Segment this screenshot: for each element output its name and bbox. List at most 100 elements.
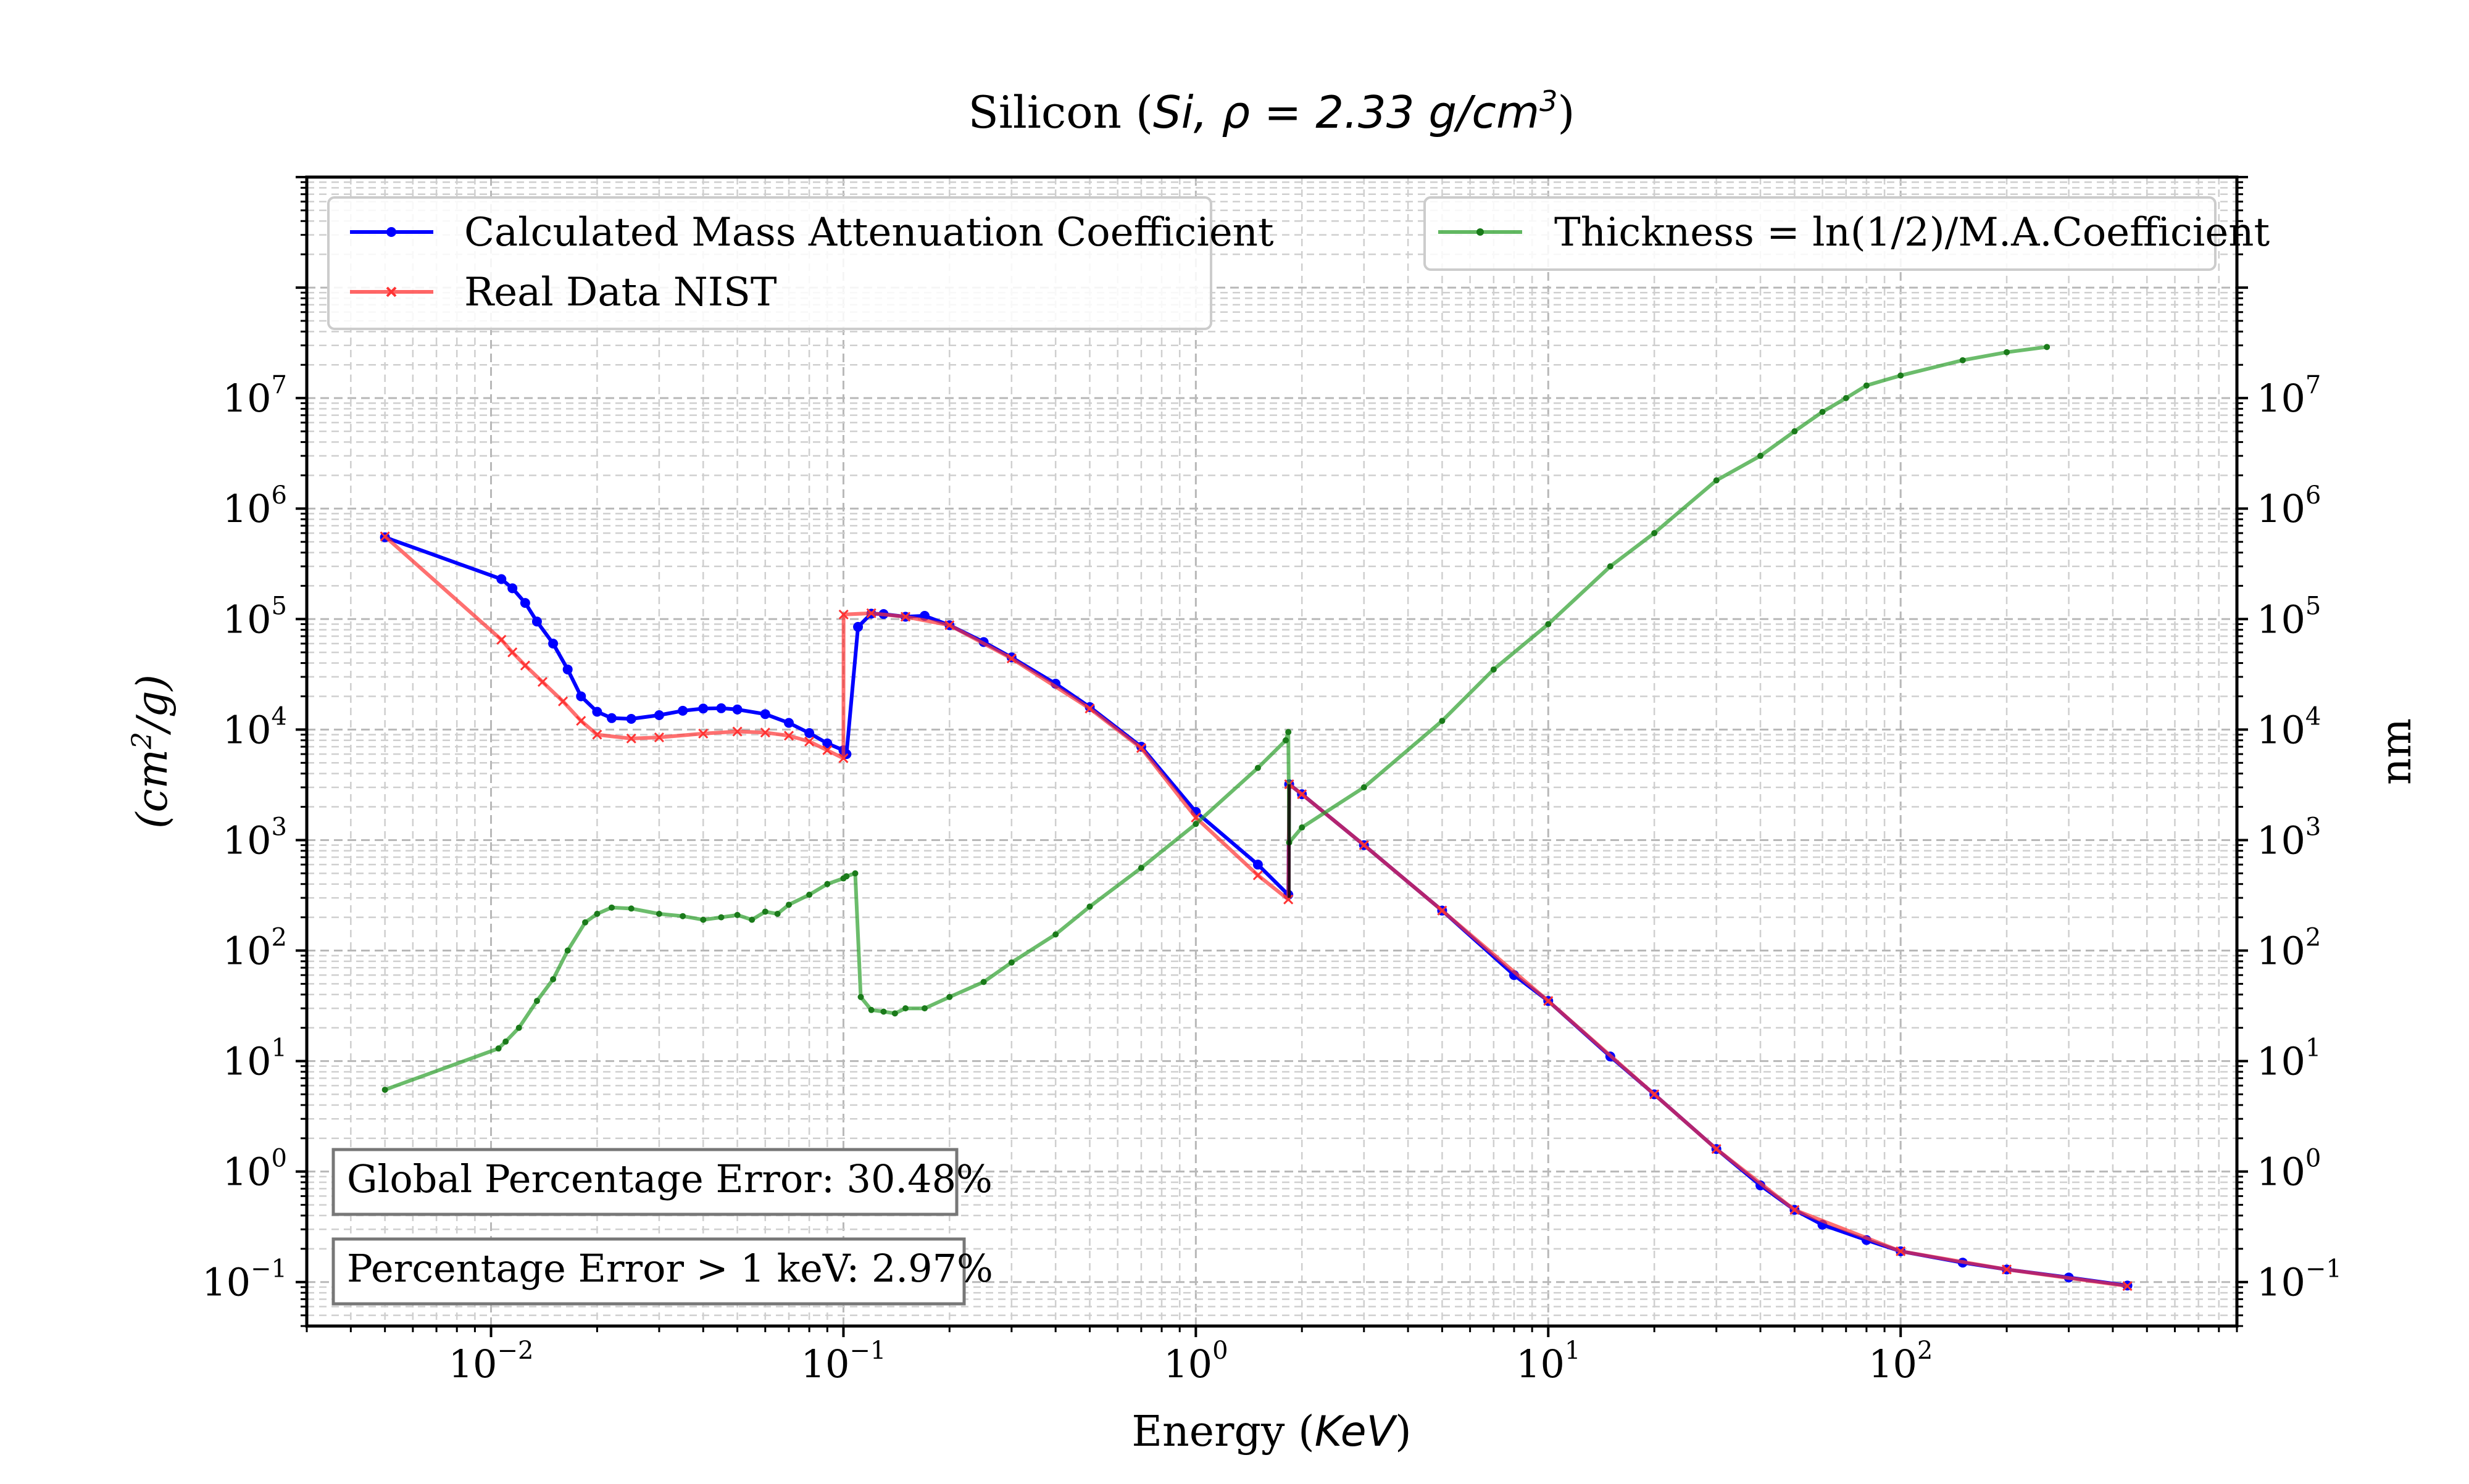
legend-calculated-marker bbox=[386, 227, 396, 237]
thickness-point bbox=[609, 904, 615, 911]
nist-point bbox=[1543, 996, 1554, 1006]
x-tick-label: 100 bbox=[1164, 1337, 1228, 1387]
thickness-point bbox=[922, 1005, 928, 1012]
thickness-point bbox=[902, 1005, 909, 1012]
thickness-point bbox=[1138, 864, 1144, 871]
calculated-point bbox=[576, 691, 586, 702]
nist-point bbox=[822, 745, 833, 755]
thickness-point bbox=[1193, 821, 1199, 827]
calculated-point bbox=[626, 714, 636, 724]
nist-point bbox=[1649, 1089, 1660, 1100]
legend-left-box bbox=[327, 196, 1212, 330]
x-tick-label: 102 bbox=[1868, 1337, 1933, 1387]
thickness-point bbox=[533, 998, 540, 1005]
annotation-high-energy-error-box bbox=[331, 1237, 966, 1306]
y-tick-label-left: 10−1 bbox=[202, 1255, 287, 1305]
calculated-point bbox=[732, 704, 743, 715]
thickness-point bbox=[1791, 428, 1798, 435]
legend-right: Thickness = ln(1/2)/M.A.Coefficient bbox=[1423, 196, 2270, 271]
y-axis-label-right: nm bbox=[2372, 718, 2421, 785]
nist-point bbox=[626, 733, 636, 744]
calculated-point bbox=[548, 639, 559, 649]
y-tick-label-right: 100 bbox=[2257, 1145, 2321, 1195]
calculated-point bbox=[654, 710, 664, 721]
nist-point bbox=[380, 531, 390, 542]
nist-point bbox=[2122, 1281, 2133, 1291]
nist-point bbox=[866, 608, 876, 618]
nist-point bbox=[2002, 1264, 2012, 1275]
nist-point bbox=[838, 609, 849, 620]
legend-thickness-marker bbox=[1476, 228, 1484, 236]
calculated-point bbox=[698, 703, 709, 714]
thickness-point bbox=[824, 881, 831, 887]
thickness-point bbox=[1086, 903, 1093, 910]
thickness-point bbox=[868, 1006, 875, 1013]
chart-title: Silicon (Si, ρ = 2.33 g/cm3) bbox=[968, 85, 1575, 138]
thickness-point bbox=[806, 892, 813, 898]
thickness-point bbox=[1545, 621, 1552, 628]
thickness-point bbox=[1757, 452, 1764, 459]
nist-point bbox=[557, 696, 568, 707]
thickness-point bbox=[628, 905, 635, 912]
nist-point bbox=[496, 634, 507, 645]
thickness-point bbox=[1283, 737, 1289, 744]
thickness-point bbox=[857, 993, 864, 1000]
x-tick-label: 10−2 bbox=[449, 1337, 534, 1387]
thickness-point bbox=[1299, 824, 1305, 831]
nist-point bbox=[698, 728, 709, 739]
thickness-point bbox=[1863, 382, 1870, 389]
thickness-point bbox=[843, 873, 850, 880]
nist-point bbox=[783, 731, 794, 741]
thickness-point bbox=[718, 914, 725, 921]
calculated-point bbox=[507, 583, 518, 594]
y-tick-label-right: 104 bbox=[2257, 702, 2321, 752]
nist-point bbox=[1297, 789, 1307, 800]
calculated-point bbox=[496, 574, 507, 584]
y-tick-label-left: 104 bbox=[223, 702, 287, 752]
thickness-point bbox=[564, 947, 571, 954]
legend-calculated-label: Calculated Mass Attenuation Coefficient bbox=[464, 210, 1274, 255]
thickness-point bbox=[1254, 765, 1261, 771]
thickness-point bbox=[786, 902, 793, 908]
x-tick-label: 10−1 bbox=[801, 1337, 886, 1387]
y-tick-label-left: 106 bbox=[223, 481, 287, 531]
y-tick-label-left: 105 bbox=[223, 592, 287, 642]
thickness-point bbox=[852, 870, 859, 877]
nist-point bbox=[592, 729, 602, 740]
thickness-point bbox=[680, 913, 686, 919]
annotation-high-energy-error-text: Percentage Error > 1 keV: 2.97% bbox=[347, 1246, 993, 1291]
thickness-point bbox=[700, 916, 707, 923]
nist-point bbox=[900, 611, 911, 622]
calculated-point bbox=[822, 738, 833, 748]
thickness-point bbox=[656, 910, 662, 917]
calculated-point bbox=[562, 664, 573, 674]
annotation-high-energy-error: Percentage Error > 1 keV: 2.97% bbox=[331, 1237, 993, 1306]
thickness-point bbox=[1607, 563, 1613, 570]
thickness-point bbox=[2004, 349, 2010, 355]
y-tick-label-left: 100 bbox=[223, 1145, 287, 1195]
x-tick-label: 101 bbox=[1516, 1337, 1580, 1387]
annotation-global-error-text: Global Percentage Error: 30.48% bbox=[347, 1156, 993, 1201]
plot-frame bbox=[305, 175, 2239, 1328]
thickness-point bbox=[1008, 959, 1015, 966]
thickness-point bbox=[1651, 529, 1658, 536]
annotation-global-error-box bbox=[331, 1148, 959, 1216]
thickness-point bbox=[1285, 729, 1292, 736]
calculated-point bbox=[531, 616, 542, 627]
calculated-point bbox=[716, 703, 727, 713]
nist-point bbox=[1711, 1144, 1722, 1154]
nist-point bbox=[576, 716, 586, 726]
nist-point bbox=[732, 726, 743, 737]
thickness-point bbox=[502, 1038, 509, 1045]
calculated-point bbox=[853, 621, 864, 632]
thickness-point bbox=[880, 1008, 887, 1015]
annotation-global-error: Global Percentage Error: 30.48% bbox=[331, 1148, 993, 1216]
calculated-point bbox=[804, 728, 815, 739]
thickness-point bbox=[749, 916, 756, 923]
thickness-point bbox=[774, 910, 781, 917]
y-tick-label-left: 103 bbox=[223, 813, 287, 863]
series-layer bbox=[380, 344, 2133, 1291]
y-tick-label-right: 105 bbox=[2257, 592, 2321, 642]
nist-point bbox=[1136, 743, 1146, 753]
